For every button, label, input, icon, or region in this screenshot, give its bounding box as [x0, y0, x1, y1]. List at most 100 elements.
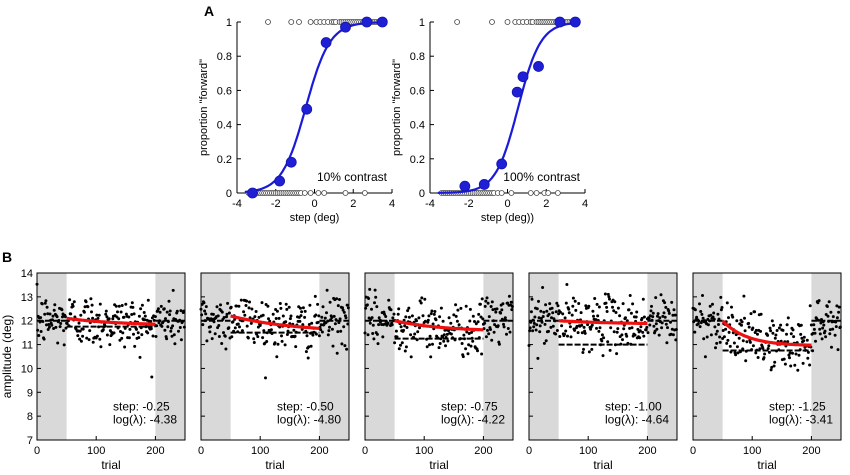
x-tick-label: 0 — [690, 445, 696, 457]
trial-point — [605, 305, 609, 309]
trial-point — [728, 344, 732, 348]
trial-point — [625, 334, 629, 338]
trial-point — [222, 331, 225, 335]
binned-proportion-point — [459, 180, 471, 192]
trial-point — [722, 335, 726, 339]
trial-point — [446, 339, 450, 343]
x-tick-label: 0 — [34, 445, 40, 457]
trial-point — [566, 334, 569, 338]
trial-point — [95, 313, 99, 317]
trial-point — [468, 307, 472, 311]
trial-point — [644, 328, 648, 332]
trial-point — [335, 297, 339, 301]
trial-point — [591, 309, 595, 313]
trial-point — [621, 338, 624, 342]
trial-point — [168, 309, 172, 313]
trial-point — [406, 309, 410, 313]
trial-point — [375, 332, 379, 336]
trial-point — [415, 319, 418, 323]
trial-point — [652, 324, 656, 328]
trial-point — [53, 303, 57, 307]
x-tick-label: 200 — [146, 445, 164, 457]
trial-point — [63, 315, 67, 319]
trial-point — [715, 329, 719, 333]
trial-point — [638, 336, 642, 340]
trial-point — [101, 328, 105, 332]
trial-point — [275, 355, 279, 359]
trial-point — [265, 340, 269, 343]
x-axis-label: trial — [593, 458, 612, 472]
trial-point — [68, 298, 72, 302]
y-tick-label: 0 — [226, 188, 232, 200]
panel-frame — [36, 272, 186, 441]
trial-point — [384, 315, 388, 318]
trial-point — [76, 334, 80, 338]
trial-point — [620, 333, 624, 337]
trial-point — [130, 313, 134, 316]
trial-point — [376, 342, 380, 346]
trial-point — [584, 304, 588, 308]
trial-point — [476, 349, 479, 353]
trial-point — [490, 338, 494, 342]
trial-point — [341, 308, 345, 312]
trial-point — [389, 308, 393, 312]
trial-point — [328, 300, 332, 304]
shaded-region — [483, 273, 513, 440]
trial-point — [99, 345, 103, 349]
trial-point — [98, 337, 102, 341]
trial-point — [399, 325, 403, 329]
trial-point — [812, 327, 816, 331]
trial-point — [650, 318, 654, 322]
trial-point — [573, 328, 577, 332]
trial-point — [453, 338, 457, 342]
trial-point — [483, 304, 487, 308]
trial-point — [655, 327, 659, 331]
trial-point — [108, 343, 112, 347]
trial-point — [548, 302, 552, 306]
trial-point — [403, 324, 407, 328]
trial-point — [582, 347, 585, 351]
trial-point — [455, 319, 459, 323]
x-tick-label: -4 — [425, 198, 435, 210]
trial-point — [766, 347, 770, 350]
trial-point — [759, 312, 763, 316]
trial-point — [139, 307, 143, 311]
y-tick-label: 0.2 — [217, 154, 232, 166]
trial-point — [835, 316, 839, 320]
trial-point — [606, 340, 610, 344]
trial-point — [220, 310, 224, 314]
trial-point — [571, 296, 575, 300]
trial-point — [577, 302, 581, 305]
trial-point — [741, 339, 745, 343]
trial-point — [569, 335, 573, 339]
trial-point — [783, 362, 787, 366]
trial-point — [96, 316, 100, 320]
trial-point — [289, 314, 293, 318]
trial-point — [595, 302, 599, 306]
trial-point — [413, 332, 417, 336]
trial-point — [831, 315, 835, 319]
trial-point — [539, 317, 543, 320]
trial-point — [335, 351, 339, 355]
trial-point — [458, 337, 462, 341]
trial-point — [288, 317, 292, 321]
trial-point — [714, 332, 718, 336]
trial-point — [153, 315, 157, 319]
trial-point — [207, 317, 211, 321]
trial-point — [171, 324, 175, 328]
trial-point — [314, 332, 318, 336]
contrast-annotation: 10% contrast — [317, 170, 388, 184]
trial-point — [232, 329, 236, 333]
trial-point — [731, 315, 735, 319]
trial-point — [471, 314, 475, 318]
trial-point — [377, 323, 381, 327]
trial-point — [726, 338, 730, 342]
shaded-region — [201, 273, 231, 440]
trial-point — [62, 343, 66, 347]
trial-point — [132, 312, 136, 316]
trial-point — [397, 347, 401, 351]
trial-point — [331, 344, 335, 348]
trial-point — [462, 333, 466, 337]
trial-point — [143, 318, 147, 322]
trial-point — [473, 320, 476, 323]
